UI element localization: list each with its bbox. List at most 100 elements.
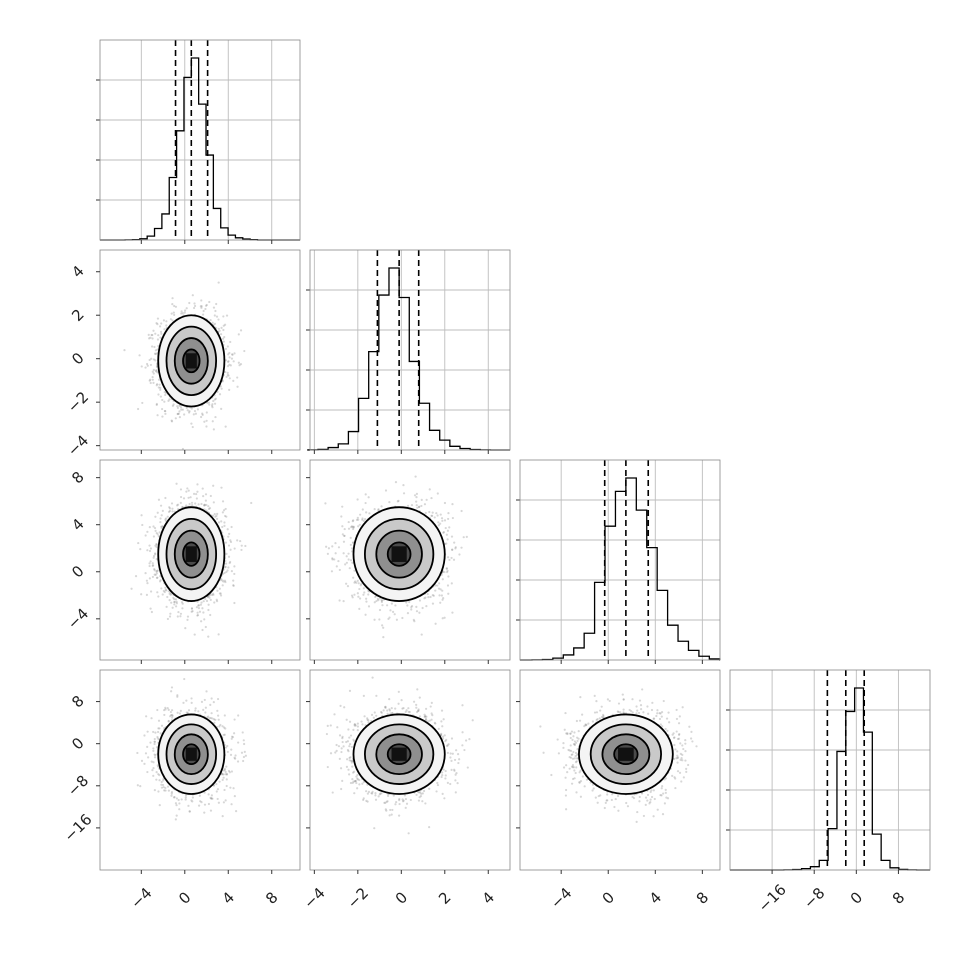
sample-point — [219, 592, 222, 595]
sample-point — [153, 526, 157, 530]
hist-panel-0 — [96, 39, 301, 244]
sample-point — [211, 321, 214, 324]
sample-point — [209, 494, 212, 498]
sample-point — [146, 582, 149, 585]
sample-point — [207, 401, 211, 404]
sample-point — [177, 412, 180, 415]
y-tick-label: 4 — [68, 515, 87, 534]
sample-point — [179, 612, 183, 615]
sample-point — [441, 589, 444, 592]
sample-point — [188, 502, 191, 506]
y-tick-label: −4 — [64, 605, 92, 633]
histogram-step — [307, 267, 510, 451]
sample-point — [240, 544, 243, 547]
sample-point — [393, 613, 396, 616]
sample-point — [123, 348, 126, 352]
sample-point — [436, 492, 439, 495]
sample-point — [219, 579, 222, 582]
sample-point — [148, 549, 152, 553]
sample-point — [220, 520, 223, 523]
sample-point — [353, 593, 356, 596]
sample-point — [197, 503, 200, 506]
sample-point — [201, 607, 204, 610]
sample-point — [201, 487, 204, 490]
sample-point — [345, 561, 348, 564]
sample-point — [233, 547, 236, 550]
sample-point — [213, 322, 217, 325]
sample-point — [193, 304, 197, 308]
sample-point — [188, 301, 191, 305]
sample-point — [439, 601, 442, 604]
sample-point — [154, 352, 157, 356]
sample-point — [144, 572, 147, 575]
sample-point — [155, 369, 158, 372]
sample-point — [152, 556, 155, 559]
sample-point — [225, 314, 229, 317]
sample-point — [185, 406, 188, 410]
sample-point — [214, 309, 217, 313]
sample-point — [221, 380, 224, 383]
sample-point — [243, 349, 246, 353]
sample-point — [355, 518, 359, 521]
sample-point — [356, 498, 359, 501]
sample-point — [157, 378, 161, 381]
sample-point — [157, 595, 160, 598]
sample-point — [181, 312, 184, 315]
sample-point — [167, 399, 170, 402]
sample-point — [230, 353, 234, 356]
sample-point — [228, 351, 231, 355]
sample-point — [212, 593, 215, 596]
sample-point — [152, 564, 155, 567]
sample-point — [146, 530, 149, 533]
sample-point — [209, 318, 212, 322]
sample-point — [416, 506, 419, 509]
sample-point — [226, 365, 230, 368]
sample-point — [443, 616, 446, 619]
sample-point — [214, 415, 217, 419]
sample-point — [175, 482, 178, 485]
sample-point — [222, 580, 225, 583]
sample-point — [180, 601, 184, 604]
sample-point — [201, 628, 204, 632]
contour-2 — [165, 518, 218, 591]
sample-point — [179, 488, 183, 491]
sample-point — [239, 362, 243, 366]
sample-point — [205, 425, 208, 428]
sample-point — [373, 508, 376, 511]
sample-point — [451, 548, 454, 551]
sample-point — [196, 614, 199, 617]
sample-point — [181, 505, 184, 509]
sample-point — [224, 359, 228, 362]
sample-point — [157, 535, 160, 538]
sample-point — [191, 425, 194, 429]
sample-point — [160, 322, 163, 325]
sample-point — [374, 595, 377, 599]
sample-point — [173, 313, 176, 317]
sample-point — [227, 535, 230, 538]
sample-point — [176, 503, 180, 506]
sample-point — [164, 586, 167, 589]
panel-frame — [99, 459, 301, 661]
sample-point — [172, 311, 175, 314]
sample-point — [384, 489, 388, 492]
sample-point — [156, 317, 160, 320]
sample-point — [153, 573, 156, 576]
density-core — [185, 353, 197, 369]
sample-point — [204, 499, 207, 502]
sample-point — [215, 302, 218, 306]
sample-point — [170, 419, 173, 422]
sample-point — [175, 600, 178, 603]
y-tick-label: 0 — [68, 562, 87, 581]
sample-point — [223, 566, 227, 569]
sample-point — [134, 574, 138, 578]
sample-point — [156, 569, 160, 572]
sample-point — [171, 507, 174, 510]
sample-point — [196, 490, 199, 493]
sample-point — [378, 618, 381, 621]
sample-point — [363, 591, 366, 594]
sample-point — [207, 603, 210, 606]
sample-point — [441, 617, 444, 620]
sample-point — [205, 411, 208, 414]
